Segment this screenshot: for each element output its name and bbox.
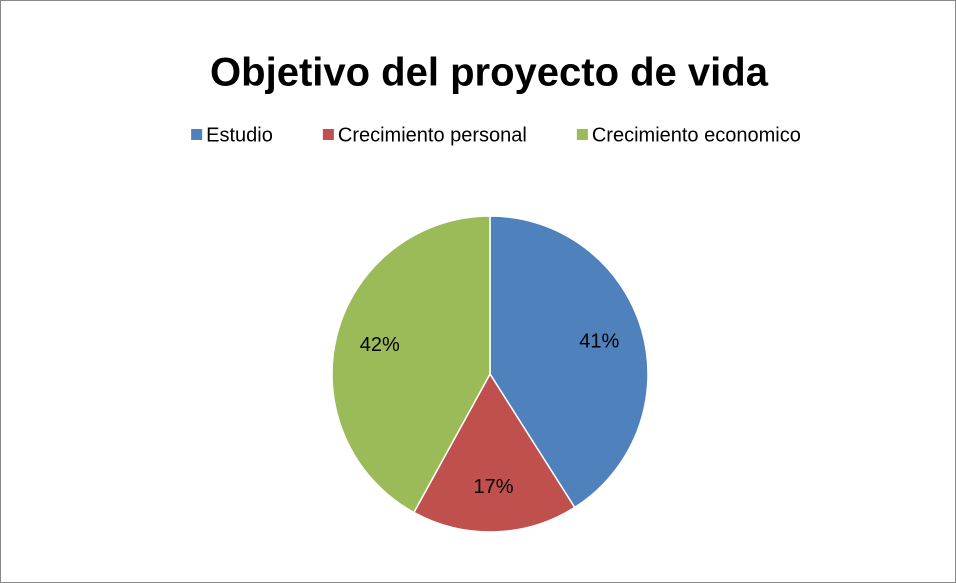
legend-swatch (191, 129, 203, 140)
legend-swatch (322, 129, 334, 140)
chart-title: Objetivo del proyecto de vida (210, 51, 769, 95)
pie-slice (412, 372, 576, 533)
data-label: 41% (579, 331, 619, 353)
legend-swatch (576, 129, 588, 140)
pie-slice (489, 215, 649, 509)
data-label: 17% (474, 476, 514, 498)
legend-label: Crecimiento economico (592, 124, 801, 146)
data-label: 42% (360, 334, 400, 356)
pie-slice (331, 215, 491, 514)
legend-label: Crecimiento personal (338, 124, 527, 146)
legend-label: Estudio (206, 124, 273, 146)
